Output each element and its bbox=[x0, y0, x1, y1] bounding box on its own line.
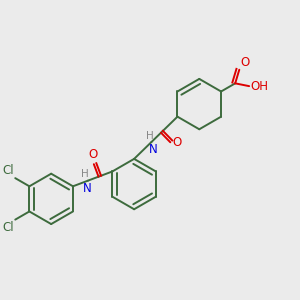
Text: H: H bbox=[146, 130, 154, 140]
Text: Cl: Cl bbox=[2, 221, 14, 234]
Text: O: O bbox=[241, 56, 250, 69]
Text: Cl: Cl bbox=[2, 164, 14, 177]
Text: OH: OH bbox=[250, 80, 268, 93]
Text: O: O bbox=[172, 136, 181, 149]
Text: N: N bbox=[148, 143, 157, 157]
Text: N: N bbox=[83, 182, 92, 195]
Text: H: H bbox=[81, 169, 89, 179]
Text: O: O bbox=[88, 148, 98, 160]
